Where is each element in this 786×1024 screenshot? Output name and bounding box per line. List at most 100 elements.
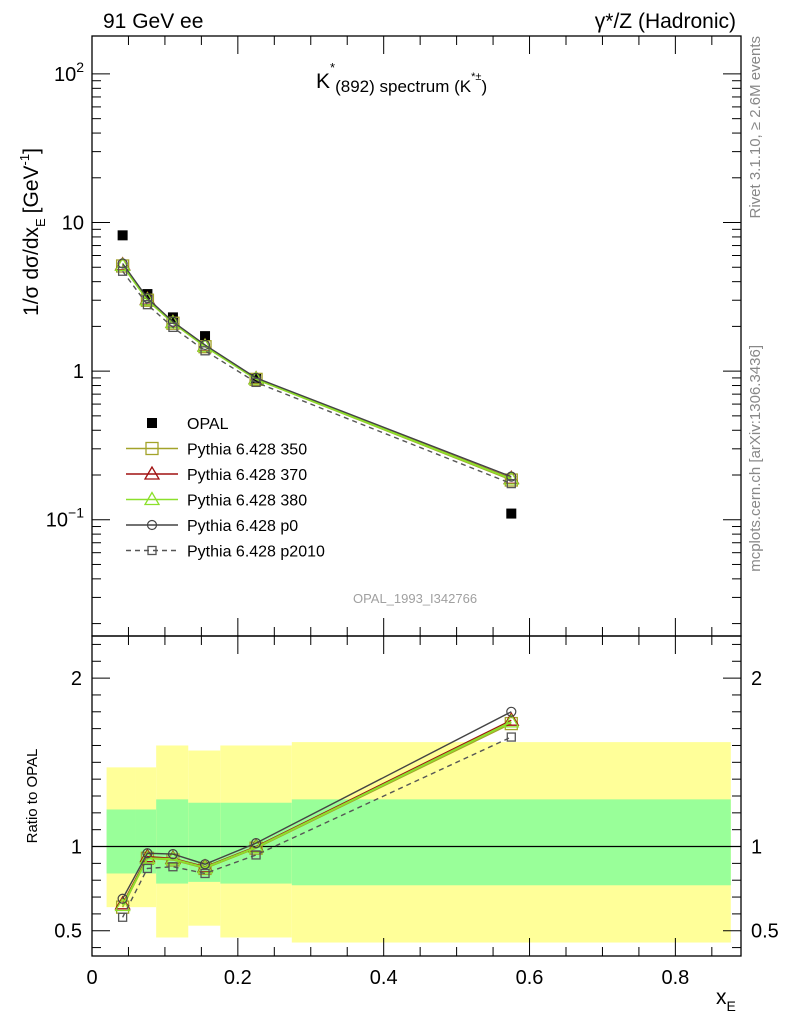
legend-marker-p370 bbox=[143, 465, 161, 480]
main-point-p2010 bbox=[142, 300, 153, 310]
legend-marker-p0 bbox=[146, 519, 158, 531]
ratio-band-inner bbox=[106, 809, 136, 874]
ratio-band-inner bbox=[291, 799, 731, 886]
ratio-point-p0 bbox=[167, 849, 179, 860]
ratio-point-p0 bbox=[142, 848, 153, 859]
legend-marker-opal bbox=[147, 418, 157, 428]
ratio-y-tick-label-right: 2 bbox=[751, 668, 762, 690]
ratio-point-p370 bbox=[503, 711, 520, 726]
header-left: 91 GeV ee bbox=[103, 10, 203, 33]
main-line-p380 bbox=[121, 264, 512, 480]
tick-base: 10 bbox=[54, 64, 76, 86]
ylabel-text: 1/σ dσ/dx bbox=[20, 226, 43, 315]
header-right: γ*/Z (Hadronic) bbox=[595, 10, 736, 33]
x-tick-label: 0 bbox=[86, 967, 97, 989]
ylabel-unit-sup: -1 bbox=[17, 154, 32, 166]
main-point-opal bbox=[506, 508, 517, 519]
main-line-p370 bbox=[122, 264, 512, 479]
x-axis-label: xE bbox=[716, 986, 736, 1014]
title-close: ) bbox=[481, 77, 487, 96]
ratio-y-tick-label-left: 2 bbox=[71, 668, 82, 690]
main-point-p350 bbox=[140, 293, 155, 307]
main-point-opal bbox=[117, 230, 128, 241]
main-line-p0 bbox=[122, 263, 512, 478]
x-tick-label: 0.4 bbox=[370, 967, 398, 989]
main-title: K*(892) spectrum (K*±) bbox=[316, 60, 487, 96]
legend-marker-p350 bbox=[145, 441, 159, 456]
ratio-panel: 0.5 0.5 1 1 2 2 0 0.2 0.4 0.6 0.8 Ratio to OPAL xE bbox=[24, 635, 779, 1014]
main-line-p2010 bbox=[122, 270, 512, 485]
ratio-point-p380 bbox=[114, 897, 131, 912]
main-point-p2010 bbox=[506, 478, 516, 489]
ratio-y-axis-label: Ratio to OPAL bbox=[24, 749, 41, 844]
legend-label-p350: Pythia 6.428 350 bbox=[187, 442, 307, 459]
legend-label-p0: Pythia 6.428 p0 bbox=[187, 518, 298, 535]
ylabel-unit: [GeV bbox=[20, 165, 43, 213]
ratio-point-p0 bbox=[250, 838, 262, 849]
main-point-p2010 bbox=[200, 346, 210, 356]
main-point-p380 bbox=[503, 470, 520, 485]
main-y-axis-label: 1/σ dσ/dxE [GeV-1] bbox=[17, 148, 48, 316]
main-point-p2010 bbox=[117, 266, 128, 276]
ratio-point-p2010 bbox=[200, 868, 210, 879]
ratio-point-p380 bbox=[139, 850, 156, 864]
ratio-point-p2010 bbox=[168, 862, 178, 872]
legend-label-p380: Pythia 6.428 380 bbox=[187, 493, 307, 510]
main-point-p0 bbox=[167, 316, 179, 327]
main-point-p0 bbox=[506, 471, 517, 482]
ratio-point-p350 bbox=[198, 861, 212, 876]
main-point-p380 bbox=[114, 257, 131, 272]
main-line-p350 bbox=[122, 265, 512, 481]
side-label-rivet: Rivet 3.1.10, ≥ 2.6M events bbox=[747, 36, 764, 219]
ratio-y-tick-label-right: 1 bbox=[751, 837, 762, 859]
main-point-opal bbox=[200, 331, 211, 342]
title-rest: (892) spectrum (K bbox=[335, 77, 472, 96]
main-y-tick-label: 102 bbox=[54, 59, 84, 86]
main-y-tick-label: 1 bbox=[73, 361, 84, 383]
ratio-point-p370 bbox=[114, 895, 131, 910]
ratio-point-p2010 bbox=[142, 863, 153, 874]
ylabel-sub: E bbox=[33, 218, 48, 227]
ratio-y-tick-label-right: 0.5 bbox=[751, 921, 779, 943]
tick-base: 10 bbox=[46, 510, 68, 532]
legend-label-p370: Pythia 6.428 370 bbox=[187, 467, 307, 484]
xlabel-sub: E bbox=[727, 998, 736, 1014]
main-point-p0 bbox=[142, 293, 153, 304]
x-tick-label: 0.2 bbox=[224, 967, 252, 989]
title-k: K bbox=[316, 70, 330, 93]
main-y-tick-label: 10−1 bbox=[46, 505, 84, 532]
side-label-mcplots: mcplots.cern.ch [arXiv:1306.3436] bbox=[747, 345, 764, 572]
tick-exponent: 2 bbox=[76, 59, 84, 75]
ratio-point-p0 bbox=[117, 893, 128, 904]
main-point-p2010 bbox=[251, 377, 261, 388]
ratio-point-p2010 bbox=[117, 912, 128, 922]
analysis-watermark: OPAL_1993_I342766 bbox=[353, 591, 477, 606]
ratio-y-tick-label-left: 0.5 bbox=[54, 921, 82, 943]
main-point-p2010 bbox=[168, 322, 178, 333]
main-y-tick-label: 10 bbox=[62, 213, 84, 235]
main-point-p0 bbox=[117, 258, 128, 269]
ratio-point-p2010 bbox=[506, 732, 516, 742]
title-k-star: * bbox=[330, 60, 335, 75]
legend-marker-p2010 bbox=[147, 545, 157, 556]
ylabel-unit-end: ] bbox=[20, 148, 43, 154]
main-point-p380 bbox=[196, 337, 214, 352]
main-point-p380 bbox=[139, 291, 156, 306]
legend: OPAL Pythia 6.428 350 Pythia 6.428 370 Pyth… bbox=[126, 416, 325, 561]
x-tick-label: 0.6 bbox=[516, 967, 544, 989]
ratio-point-p380 bbox=[503, 713, 520, 728]
ratio-y-tick-label-left: 1 bbox=[71, 837, 82, 859]
ratio-point-p2010 bbox=[251, 850, 261, 860]
xlabel-text: x bbox=[716, 986, 727, 1009]
ratio-point-p380 bbox=[164, 850, 182, 865]
legend-label-p2010: Pythia 6.428 p2010 bbox=[187, 544, 325, 561]
title-kstar-charge: *± bbox=[471, 71, 481, 83]
legend-marker-p380 bbox=[143, 491, 161, 506]
legend-label-opal: OPAL bbox=[187, 416, 229, 433]
main-point-p350 bbox=[504, 473, 518, 487]
main-point-p0 bbox=[199, 339, 211, 351]
ratio-line-p2010 bbox=[122, 736, 512, 918]
ratio-line-p0 bbox=[122, 711, 512, 900]
